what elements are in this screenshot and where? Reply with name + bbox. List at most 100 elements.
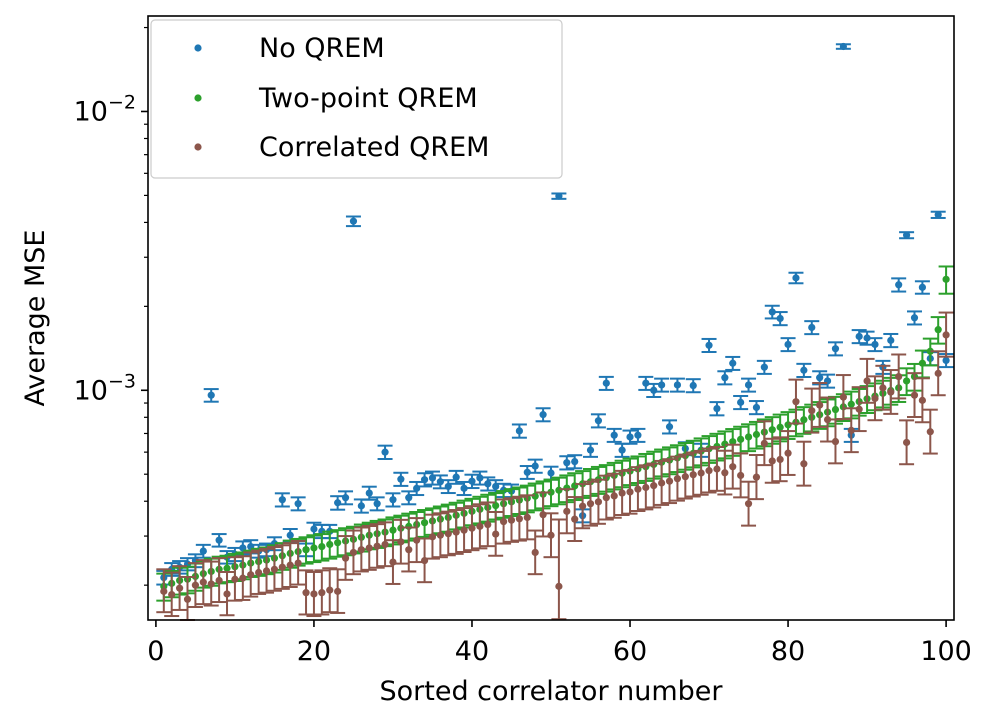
x-tick-label: 100 xyxy=(920,636,972,667)
correlated-qrem-point xyxy=(713,465,721,473)
no-qrem-point xyxy=(602,379,610,387)
correlated-qrem-point xyxy=(176,584,184,592)
x-tick-label: 40 xyxy=(455,636,489,667)
correlated-qrem-point xyxy=(579,502,587,510)
no-qrem-point xyxy=(420,476,429,484)
no-qrem-point xyxy=(594,417,603,425)
y-axis-label: Average MSE xyxy=(20,230,51,407)
correlated-qrem-point xyxy=(752,473,761,481)
correlated-qrem-point xyxy=(499,518,508,526)
correlated-qrem-point xyxy=(934,369,942,377)
correlated-qrem-point xyxy=(270,565,279,573)
correlated-qrem-point xyxy=(389,558,397,566)
no-qrem-point xyxy=(397,475,405,483)
correlated-qrem-point xyxy=(405,546,413,554)
two-point-qrem-point xyxy=(729,438,737,446)
correlated-qrem-point xyxy=(326,586,334,594)
correlated-qrem-point xyxy=(626,488,634,496)
correlated-qrem-point xyxy=(634,485,642,493)
no-qrem-point xyxy=(776,314,784,323)
no-qrem-point xyxy=(673,381,682,389)
x-tick-label: 0 xyxy=(147,636,164,667)
two-point-qrem-point xyxy=(492,501,500,510)
no-qrem-point xyxy=(452,473,460,481)
correlated-qrem-point xyxy=(665,477,674,485)
correlated-qrem-point xyxy=(721,469,729,477)
correlated-qrem-point xyxy=(760,439,768,447)
correlated-qrem-point xyxy=(547,531,555,539)
x-tick-label: 20 xyxy=(297,636,331,667)
no-qrem-point xyxy=(831,345,840,353)
no-qrem-point xyxy=(199,547,207,555)
two-point-qrem-point xyxy=(334,539,342,547)
correlated-qrem-point xyxy=(444,530,452,538)
no-qrem-point xyxy=(752,403,761,412)
y-tick-label: 10−3 xyxy=(74,370,136,406)
correlated-qrem-point xyxy=(697,469,705,477)
correlated-qrem-point xyxy=(681,473,689,481)
no-qrem-point xyxy=(626,433,634,441)
correlated-qrem-point xyxy=(610,492,618,500)
correlated-qrem-point xyxy=(586,500,595,508)
correlated-qrem-point xyxy=(207,580,215,588)
correlated-qrem-point xyxy=(744,500,753,508)
correlated-qrem-point xyxy=(918,396,926,404)
two-point-qrem-point xyxy=(310,544,318,552)
correlated-qrem-point xyxy=(831,437,840,446)
correlated-qrem-point xyxy=(910,391,919,399)
two-point-qrem-point xyxy=(847,400,855,408)
correlated-qrem-point xyxy=(784,449,792,457)
no-qrem-point xyxy=(934,211,942,219)
legend-marker-correlated-qrem xyxy=(194,143,202,151)
no-qrem-point xyxy=(341,494,350,502)
no-qrem-point xyxy=(839,42,847,51)
correlated-qrem-point xyxy=(618,489,626,497)
no-qrem-point xyxy=(515,427,523,435)
correlated-qrem-point xyxy=(555,582,563,590)
correlated-qrem-point xyxy=(183,595,192,603)
no-qrem-point xyxy=(744,381,753,389)
two-point-qrem-point xyxy=(768,426,776,434)
no-qrem-point xyxy=(658,381,666,389)
correlated-qrem-point xyxy=(571,515,579,523)
x-tick-label: 60 xyxy=(613,636,647,667)
correlated-qrem-point xyxy=(334,587,342,595)
correlated-qrem-point xyxy=(523,513,531,522)
no-qrem-point xyxy=(665,423,674,431)
two-point-qrem-point xyxy=(721,440,729,448)
legend-box xyxy=(150,19,563,179)
correlated-qrem-point xyxy=(776,455,784,464)
two-point-qrem-point xyxy=(942,275,950,283)
correlated-qrem-point xyxy=(381,540,389,549)
no-qrem-point xyxy=(705,341,713,349)
correlated-qrem-point xyxy=(602,494,610,502)
two-point-qrem-point xyxy=(389,526,397,534)
correlated-qrem-point xyxy=(705,467,713,475)
correlated-qrem-point xyxy=(168,591,176,599)
no-qrem-point xyxy=(871,340,879,349)
correlated-qrem-point xyxy=(239,574,247,582)
no-qrem-point xyxy=(808,323,816,332)
no-qrem-point xyxy=(215,536,223,544)
correlated-qrem-point xyxy=(278,563,286,571)
correlated-qrem-point xyxy=(397,538,405,546)
legend-label-no-qrem: No QREM xyxy=(259,33,385,64)
correlated-qrem-point xyxy=(255,568,263,577)
no-qrem-point xyxy=(476,474,484,482)
correlated-qrem-point xyxy=(792,398,800,406)
no-qrem-point xyxy=(721,374,729,382)
two-point-qrem-point xyxy=(744,433,753,441)
correlated-qrem-point xyxy=(373,542,381,550)
correlated-qrem-point xyxy=(563,507,571,515)
correlated-qrem-point xyxy=(800,460,808,468)
no-qrem-point xyxy=(365,489,373,497)
correlated-qrem-point xyxy=(318,589,326,597)
no-qrem-point xyxy=(357,502,365,510)
no-qrem-point xyxy=(555,192,563,200)
correlated-qrem-point xyxy=(231,575,239,583)
two-point-qrem-point xyxy=(555,486,563,494)
correlated-qrem-point xyxy=(223,590,231,598)
y-axis: 10−3 10−2 xyxy=(74,26,148,586)
correlated-qrem-point xyxy=(302,589,310,597)
no-qrem-point xyxy=(349,217,358,225)
